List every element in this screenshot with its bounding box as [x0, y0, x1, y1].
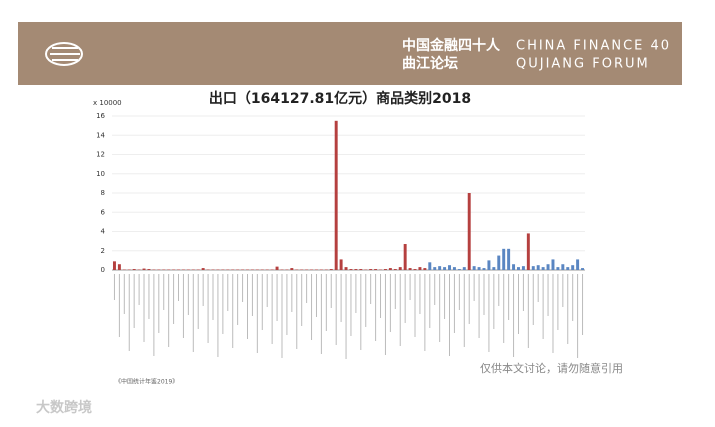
bar	[118, 264, 121, 270]
bar	[537, 265, 540, 270]
y-tick-label: 8	[101, 189, 105, 197]
bar	[517, 267, 520, 270]
bar	[384, 269, 387, 270]
bar	[483, 268, 486, 270]
bar	[428, 262, 431, 270]
bar	[497, 256, 500, 270]
y-tick-label: 12	[96, 151, 105, 159]
bar	[147, 269, 150, 270]
bar	[522, 266, 525, 270]
bar	[340, 259, 343, 270]
bar	[507, 249, 510, 270]
bar	[492, 267, 495, 270]
bar	[423, 268, 426, 270]
y-tick-label: 10	[96, 170, 105, 178]
bar	[359, 269, 362, 270]
org-cn: 中国金融四十人	[402, 37, 501, 54]
bar	[571, 265, 574, 270]
bar	[335, 121, 338, 270]
bar	[354, 269, 357, 270]
bar	[487, 260, 490, 270]
bar	[202, 268, 205, 270]
bar	[576, 259, 579, 270]
bar	[404, 244, 407, 270]
y-tick-label: 16	[96, 112, 105, 120]
bar	[276, 267, 279, 270]
bar	[566, 267, 569, 270]
bar	[542, 267, 545, 270]
bar	[433, 267, 436, 270]
bar	[143, 269, 146, 270]
bar	[113, 261, 116, 270]
bar	[345, 267, 348, 270]
category-labels	[114, 274, 582, 359]
org-en: QUJIANG FORUM	[516, 57, 650, 72]
bar	[369, 269, 372, 270]
bar	[468, 193, 471, 270]
bar	[414, 269, 417, 270]
bar	[290, 268, 293, 270]
y-tick-label: 6	[101, 208, 106, 216]
bar	[551, 259, 554, 270]
org-cn: 曲江论坛	[402, 55, 458, 72]
bar	[418, 267, 421, 270]
bar	[133, 269, 136, 270]
header-band	[18, 22, 682, 85]
chart-title: 出口（164127.81亿元）商品类别2018	[209, 90, 471, 107]
bar	[394, 269, 397, 270]
bar	[458, 269, 461, 270]
brand: 大数跨境	[36, 399, 92, 416]
bar	[453, 267, 456, 270]
bar	[532, 266, 535, 270]
bar	[561, 264, 564, 270]
bar	[512, 264, 515, 270]
bar	[581, 268, 584, 270]
bar	[374, 269, 377, 270]
bar	[399, 267, 402, 270]
bar	[502, 249, 505, 270]
y-tick-label: 4	[101, 228, 106, 236]
y-tick-label: 14	[96, 131, 105, 139]
org-en: CHINA FINANCE 40	[516, 39, 671, 54]
bar	[547, 264, 550, 270]
watermark: 仅供本文讨论，请勿随意引用	[480, 361, 623, 375]
bar	[330, 269, 333, 270]
bar	[389, 268, 392, 270]
bar	[443, 267, 446, 270]
bar	[448, 265, 451, 270]
bar	[409, 268, 412, 270]
bar	[473, 266, 476, 270]
y-tick-label: 0	[101, 266, 105, 274]
bar	[556, 267, 559, 270]
bar	[349, 269, 352, 270]
y-unit: x 10000	[93, 99, 122, 107]
bar	[438, 266, 441, 270]
source-note: 《中国统计年鉴2019》	[115, 378, 178, 386]
bar	[463, 267, 466, 270]
y-tick-label: 2	[101, 247, 105, 255]
bar	[527, 233, 530, 270]
bar	[478, 267, 481, 270]
